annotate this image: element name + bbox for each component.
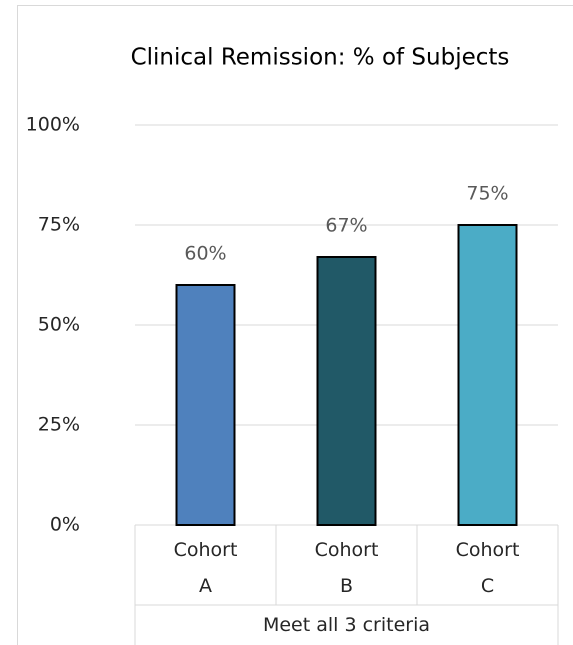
value-label: 75% (466, 183, 508, 205)
chart-border (17, 5, 573, 645)
y-tick-label: 75% (38, 214, 80, 236)
y-tick-label: 50% (38, 314, 80, 336)
value-label: 60% (184, 243, 226, 265)
value-label: 67% (325, 215, 367, 237)
y-tick-label: 25% (38, 414, 80, 436)
y-tick-label: 0% (50, 514, 80, 536)
category-group-label: Meet all 3 criteria (262, 614, 431, 636)
bar (316, 256, 377, 526)
y-tick-label: 100% (26, 114, 80, 136)
x-tick-label: Cohort B (314, 539, 379, 597)
x-tick-label: Cohort C (455, 539, 520, 597)
bar (457, 224, 518, 526)
chart-title: Clinical Remission: % of Subjects (131, 45, 510, 71)
x-tick-label: Cohort A (173, 539, 238, 597)
bar (175, 284, 236, 526)
